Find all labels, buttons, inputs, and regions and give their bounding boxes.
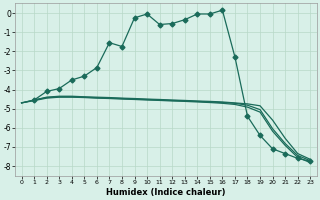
X-axis label: Humidex (Indice chaleur): Humidex (Indice chaleur) <box>106 188 226 197</box>
